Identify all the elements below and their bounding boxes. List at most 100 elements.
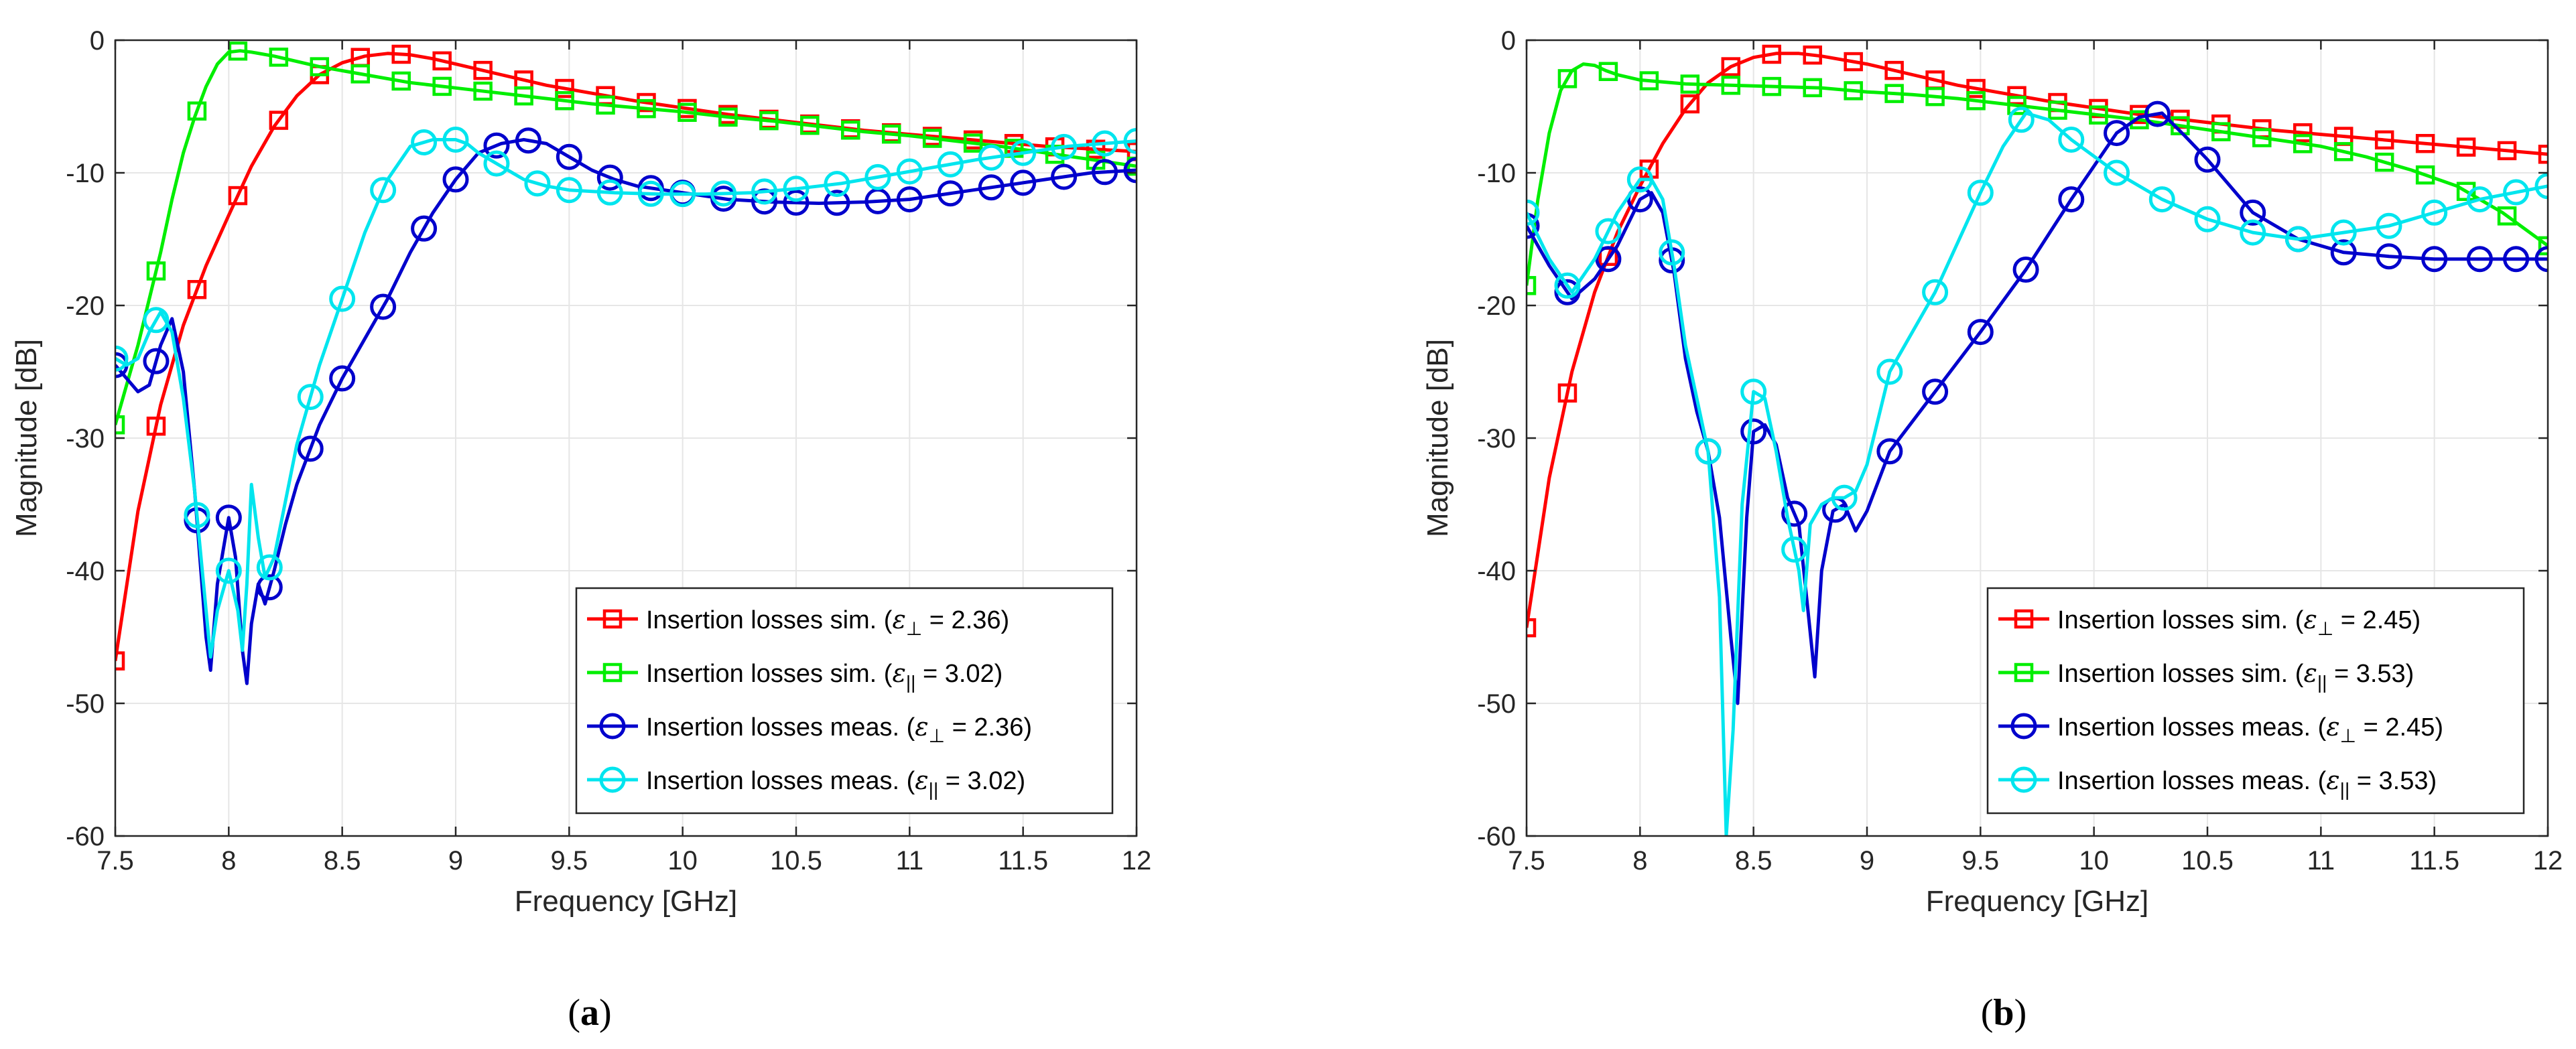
x-tick-label: 9.5	[551, 846, 588, 876]
series-marker-3	[442, 127, 469, 153]
series-marker-3	[2058, 127, 2085, 153]
series-marker-0	[391, 44, 411, 64]
series-marker-0	[1844, 52, 1863, 72]
series-marker-2	[143, 348, 170, 374]
legend-subscript: ||	[2317, 672, 2327, 693]
series-marker-2	[1922, 378, 1949, 405]
series-marker-3	[1831, 484, 1858, 511]
series-marker-3	[978, 144, 1005, 171]
series-marker-2	[1967, 319, 1994, 346]
legend-swatch-marker	[599, 766, 626, 793]
legend-entry: Insertion losses meas. (ε|| = 3.02)	[646, 766, 1025, 800]
panel-a: 7.5 8 8.5 9 9.5 10 10.5 11 11.5 12 0 -10 -20 -30 -40 -5…	[10, 26, 1151, 1034]
series-marker-3	[2148, 186, 2175, 213]
legend-text: Insertion losses sim. (	[646, 660, 893, 688]
series-marker-0	[2497, 141, 2517, 161]
series-marker-2	[1092, 159, 1118, 186]
legend-entry: Insertion losses sim. (ε|| = 3.53)	[2057, 658, 2414, 693]
series-marker-0	[1557, 383, 1577, 403]
series-marker-2	[2376, 243, 2402, 270]
legend-entry: Insertion losses meas. (ε⊥ = 2.45)	[2057, 712, 2443, 746]
series-marker-1	[2048, 100, 2067, 120]
legend-value: = 3.02)	[915, 660, 1003, 688]
series-marker-0	[2007, 86, 2026, 106]
y-tick-label: -30	[66, 424, 105, 453]
series-marker-2	[297, 435, 324, 462]
y-tick-label: -20	[66, 291, 105, 321]
series-marker-2	[783, 190, 810, 216]
series-marker-3	[896, 158, 923, 185]
legend-swatch-marker	[2014, 609, 2034, 629]
legend-value: = 2.45)	[2356, 713, 2443, 742]
series-marker-1	[1680, 74, 1700, 94]
series-marker-3	[1595, 218, 1622, 244]
panel-label-letter: a	[580, 992, 599, 1034]
panel-b: 7.5 8 8.5 9 9.5 10 10.5 11 11.5 12 0 -10 -20 -30 -40 -5…	[1421, 26, 2563, 1034]
series-marker-3	[2503, 179, 2530, 206]
series-marker-3	[1967, 180, 1994, 206]
series-marker-1	[1844, 81, 1863, 100]
series-marker-3	[1123, 127, 1137, 154]
y-tick-label: -40	[1477, 557, 1516, 586]
series-marker-2	[596, 164, 623, 191]
series-group	[1527, 44, 2548, 836]
series-marker-2	[515, 127, 541, 154]
series-marker-1	[228, 41, 248, 61]
series-line-3	[115, 138, 1137, 659]
series-marker-0	[555, 78, 574, 98]
series-marker-1	[555, 91, 574, 111]
series-marker-2	[2466, 246, 2493, 273]
series-marker-0	[1527, 618, 1537, 638]
y-tick-label: -60	[66, 822, 105, 851]
series-marker-1	[1004, 139, 1024, 158]
series-marker-3	[115, 345, 129, 372]
y-tick-label: -20	[1477, 291, 1516, 321]
y-tick-label: -50	[66, 689, 105, 719]
x-tick-label: 9.5	[1962, 846, 2000, 876]
legend-swatch-marker	[2010, 713, 2037, 740]
x-tick-label: 9	[1860, 846, 1874, 876]
x-tick-label: 10	[667, 846, 698, 876]
series-marker-0	[2456, 137, 2476, 157]
series-marker-2	[2104, 120, 2130, 147]
series-marker-2	[1010, 169, 1037, 196]
series-marker-2	[483, 132, 510, 159]
legend-swatch-marker	[2010, 766, 2037, 793]
legend-value: = 2.45)	[2333, 606, 2421, 634]
series-marker-1	[2089, 105, 2108, 125]
legend-value: = 2.36)	[922, 606, 1009, 634]
series-marker-2	[978, 174, 1005, 201]
x-tick-label: 8.5	[1735, 846, 1773, 876]
series-marker-3	[1527, 199, 1540, 226]
series-marker-1	[2415, 165, 2435, 185]
series-line-2	[115, 138, 1137, 685]
y-tick-label: -10	[1477, 159, 1516, 188]
series-marker-2	[937, 180, 964, 207]
panel-label-open: (	[568, 992, 580, 1034]
legend-text: Insertion losses meas. (	[646, 713, 915, 742]
legend-subscript: ⊥	[906, 618, 922, 639]
y-tick-label: -10	[66, 159, 105, 188]
series-marker-3	[411, 129, 438, 155]
legend-text: Insertion losses sim. (	[646, 606, 893, 634]
series-marker-0	[1680, 94, 1700, 114]
series-marker-1	[473, 81, 493, 101]
series-marker-3	[329, 285, 356, 312]
series-marker-1	[1762, 76, 1782, 96]
series-marker-1	[596, 95, 615, 115]
legend-text: Insertion losses meas. (	[2057, 767, 2327, 795]
series-marker-3	[556, 177, 582, 204]
series-marker-1	[2171, 116, 2190, 135]
series-marker-2	[256, 574, 283, 601]
x-tick-label: 11	[2307, 846, 2335, 876]
series-marker-1	[146, 261, 166, 281]
legend-epsilon: ε	[2326, 766, 2339, 795]
series-marker-2	[1051, 163, 1078, 190]
series-marker-3	[1876, 358, 1903, 385]
series-marker-2	[1595, 246, 1622, 273]
legend-epsilon: ε	[915, 766, 928, 795]
series-line-1	[115, 49, 1137, 425]
series-marker-2	[1123, 157, 1137, 184]
series-marker-1	[514, 86, 533, 106]
series-marker-3	[1554, 272, 1581, 299]
